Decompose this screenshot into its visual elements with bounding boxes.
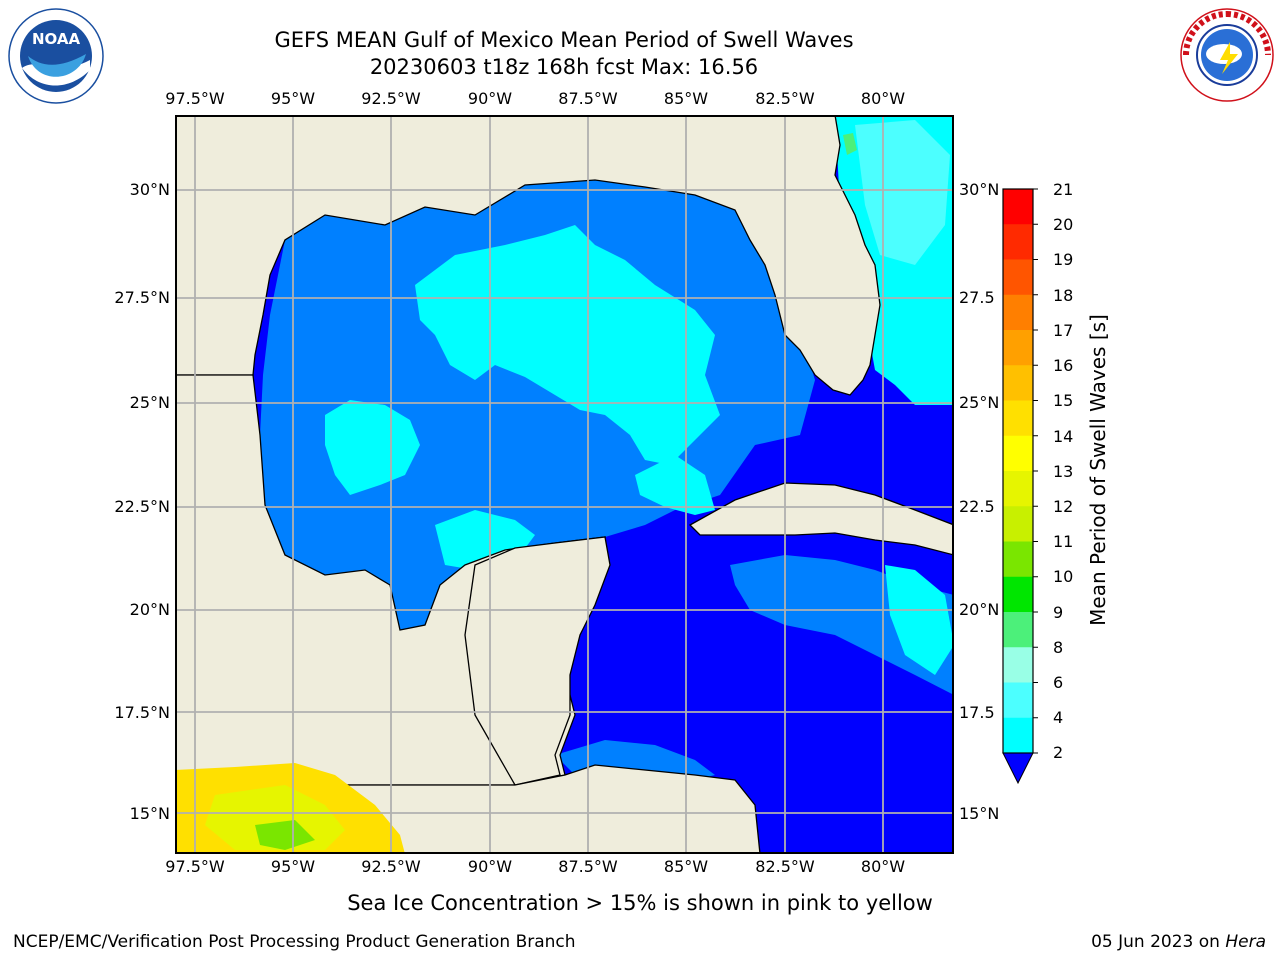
map-gridlines: [175, 115, 954, 854]
lat-label: 17.5: [959, 703, 995, 722]
footer-date: 05 Jun 2023 on Hera: [1091, 932, 1266, 952]
lat-label: 27.5°N: [114, 288, 170, 307]
lon-label: 95°W: [270, 89, 316, 108]
lon-label: 80°W: [860, 89, 906, 108]
lon-label: 90°W: [467, 89, 513, 108]
lat-label: 30°N: [959, 180, 1000, 199]
land-cuba: [688, 482, 954, 556]
lon-label: 97.5°W: [165, 857, 225, 876]
noaa-logo: NOAA: [8, 8, 104, 104]
map-frame: [175, 115, 954, 854]
colorbar-segment: [1003, 506, 1033, 542]
chart-subtitle: 20230603 t18z 168h fcst Max: 16.56: [369, 55, 759, 79]
colorbar-segment: [1003, 471, 1033, 507]
gulf-swell-patch-east: [635, 455, 715, 515]
lat-label: 25°N: [129, 393, 170, 412]
lon-label: 90°W: [467, 857, 513, 876]
gulf-swell-region-4-6s: [415, 225, 720, 465]
colorbar-label: 19: [1053, 250, 1074, 269]
lon-label: 95°W: [270, 857, 316, 876]
svg-text:NOAA: NOAA: [32, 30, 81, 48]
colorbar-segment: [1003, 365, 1033, 401]
colorbar-segment: [1003, 294, 1033, 331]
colorbar-segment: [1003, 224, 1033, 260]
colorbar-segment: [1003, 189, 1033, 225]
gulf-swell-region-2-4s: [260, 180, 815, 630]
lat-label: 17.5°N: [114, 703, 170, 722]
lon-label: 80°W: [860, 857, 906, 876]
land-yucatan: [464, 536, 611, 786]
colorbar-segment: [1003, 330, 1033, 366]
sea-ice-region-inner: [205, 785, 345, 850]
colorbar-segment: [1003, 400, 1033, 437]
lat-label: 22.5°N: [114, 497, 170, 516]
colorbar-segment: [1003, 541, 1033, 578]
footer-machine: Hera: [1225, 932, 1266, 952]
lon-label: 82.5°W: [755, 89, 815, 108]
colorbar-label: 13: [1053, 462, 1074, 481]
caribbean-swell-patch: [885, 565, 954, 675]
colorbar-label: 17: [1053, 321, 1074, 340]
lon-label: 87.5°W: [558, 857, 618, 876]
sea-ice-note: Sea Ice Concentration > 15% is shown in …: [347, 891, 933, 915]
lat-label: 27.5: [959, 288, 995, 307]
lat-label: 15°N: [959, 804, 1000, 823]
lon-label: 82.5°W: [755, 857, 815, 876]
sea-ice-region-green: [255, 820, 315, 850]
colorbar: [1000, 186, 1040, 786]
colorbar-segment: [1003, 682, 1033, 719]
colorbar-label: 10: [1053, 567, 1074, 586]
colorbar-label: 11: [1053, 532, 1074, 551]
colorbar-label: 9: [1053, 603, 1064, 622]
lat-label: 20°N: [129, 600, 170, 619]
colorbar-segment: [1003, 259, 1033, 296]
colorbar-label: 8: [1053, 638, 1064, 657]
atlantic-green-fleck: [843, 133, 857, 155]
atlantic-swell-region-8-9s: [855, 120, 950, 265]
colorbar-segment: [1003, 612, 1033, 648]
swell-period-map: [175, 115, 954, 854]
lat-label: 22.5: [959, 497, 995, 516]
lon-label: 92.5°W: [361, 857, 421, 876]
colorbar-label: 18: [1053, 286, 1074, 305]
colorbar-label: 21: [1053, 180, 1074, 199]
lat-label: 30°N: [129, 180, 170, 199]
colorbar-segment: [1003, 647, 1033, 683]
lon-label: 92.5°W: [361, 89, 421, 108]
lat-label: 15°N: [129, 804, 170, 823]
colorbar-label: 16: [1053, 356, 1074, 375]
land-north-gulf-coast-florida: [175, 115, 881, 396]
colorbar-label: 14: [1053, 427, 1074, 446]
colorbar-label: 4: [1053, 708, 1064, 727]
colorbar-label: 2: [1053, 743, 1064, 762]
colorbar-label: 15: [1053, 391, 1074, 410]
chart-title: GEFS MEAN Gulf of Mexico Mean Period of …: [274, 28, 854, 52]
gulf-swell-patch-west: [325, 400, 420, 495]
footer-credit: NCEP/EMC/Verification Post Processing Pr…: [13, 932, 576, 952]
colorbar-segment: [1003, 435, 1033, 472]
lon-label: 97.5°W: [165, 89, 225, 108]
footer-date-text: 05 Jun 2023 on: [1091, 932, 1226, 952]
lat-label: 25°N: [959, 393, 1000, 412]
nws-logo: [1180, 8, 1274, 102]
colorbar-segment: [1003, 576, 1033, 613]
lon-label: 87.5°W: [558, 89, 618, 108]
colorbar-label: 20: [1053, 215, 1074, 234]
lat-label: 20°N: [959, 600, 1000, 619]
colorbar-segment: [1003, 717, 1033, 754]
lon-label: 85°W: [663, 89, 709, 108]
colorbar-extend-triangle: [1002, 752, 1034, 785]
colorbar-label: 6: [1053, 673, 1064, 692]
colorbar-label: 12: [1053, 497, 1074, 516]
lon-label: 85°W: [663, 857, 709, 876]
colorbar-title: Mean Period of Swell Waves [s]: [1086, 314, 1110, 626]
